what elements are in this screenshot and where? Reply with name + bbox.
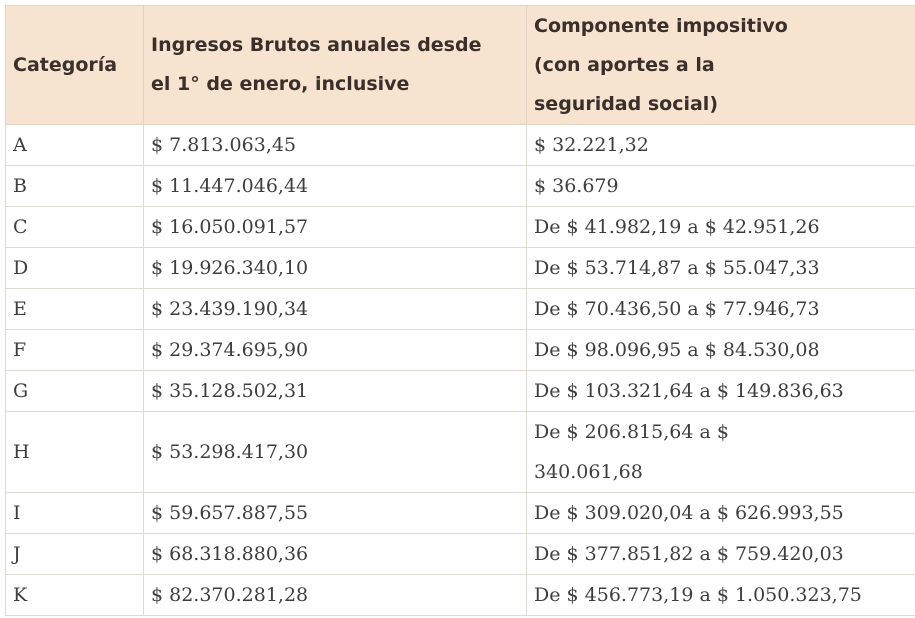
table-row: H $ 53.298.417,30 De $ 206.815,64 a $ 34…	[5, 411, 915, 493]
cell-tax: De $ 377.851,82 a $ 759.420,03	[526, 533, 915, 575]
cell-income: $ 35.128.502,31	[143, 370, 527, 412]
cell-income: $ 7.813.063,45	[143, 124, 527, 166]
table-row: I $ 59.657.887,55 De $ 309.020,04 a $ 62…	[5, 492, 915, 534]
cell-category: G	[5, 370, 144, 412]
table-row: G $ 35.128.502,31 De $ 103.321,64 a $ 14…	[5, 370, 915, 412]
cell-tax: De $ 98.096,95 a $ 84.530,08	[526, 329, 915, 371]
table-row: A $ 7.813.063,45 $ 32.221,32	[5, 124, 915, 166]
table-row: D $ 19.926.340,10 De $ 53.714,87 a $ 55.…	[5, 247, 915, 289]
cell-income: $ 19.926.340,10	[143, 247, 527, 289]
cell-category: E	[5, 288, 144, 330]
cell-category: A	[5, 124, 144, 166]
cell-category: D	[5, 247, 144, 289]
table-row: K $ 82.370.281,28 De $ 456.773,19 a $ 1.…	[5, 574, 915, 616]
cell-income: $ 29.374.695,90	[143, 329, 527, 371]
table-row: F $ 29.374.695,90 De $ 98.096,95 a $ 84.…	[5, 329, 915, 371]
header-gross-income: Ingresos Brutos anuales desde el 1° de e…	[143, 5, 527, 125]
cell-tax: De $ 41.982,19 a $ 42.951,26	[526, 206, 915, 248]
cell-income: $ 16.050.091,57	[143, 206, 527, 248]
cell-tax: De $ 456.773,19 a $ 1.050.323,75	[526, 574, 915, 616]
cell-income: $ 23.439.190,34	[143, 288, 527, 330]
cell-tax: De $ 70.436,50 a $ 77.946,73	[526, 288, 915, 330]
cell-category: F	[5, 329, 144, 371]
cell-category: K	[5, 574, 144, 616]
cell-income: $ 11.447.046,44	[143, 165, 527, 207]
header-row: Categoría Ingresos Brutos anuales desde …	[5, 5, 915, 125]
category-table: Categoría Ingresos Brutos anuales desde …	[5, 5, 915, 616]
cell-category: C	[5, 206, 144, 248]
cell-category: I	[5, 492, 144, 534]
cell-category: B	[5, 165, 144, 207]
table-row: E $ 23.439.190,34 De $ 70.436,50 a $ 77.…	[5, 288, 915, 330]
table-header: Categoría Ingresos Brutos anuales desde …	[5, 5, 915, 125]
cell-tax: De $ 103.321,64 a $ 149.836,63	[526, 370, 915, 412]
table-row: J $ 68.318.880,36 De $ 377.851,82 a $ 75…	[5, 533, 915, 575]
cell-tax: De $ 309.020,04 a $ 626.993,55	[526, 492, 915, 534]
cell-tax: De $ 206.815,64 a $ 340.061,68	[526, 411, 915, 493]
cell-income: $ 53.298.417,30	[143, 411, 527, 493]
header-tax-component: Componente impositivo (con aportes a la …	[526, 5, 915, 125]
cell-income: $ 82.370.281,28	[143, 574, 527, 616]
table-body: A $ 7.813.063,45 $ 32.221,32 B $ 11.447.…	[5, 124, 915, 616]
header-category: Categoría	[5, 5, 144, 125]
cell-tax: $ 32.221,32	[526, 124, 915, 166]
table-row: C $ 16.050.091,57 De $ 41.982,19 a $ 42.…	[5, 206, 915, 248]
cell-income: $ 68.318.880,36	[143, 533, 527, 575]
table-row: B $ 11.447.046,44 $ 36.679	[5, 165, 915, 207]
cell-tax: $ 36.679	[526, 165, 915, 207]
cell-category: J	[5, 533, 144, 575]
cell-category: H	[5, 411, 144, 493]
cell-tax: De $ 53.714,87 a $ 55.047,33	[526, 247, 915, 289]
cell-income: $ 59.657.887,55	[143, 492, 527, 534]
